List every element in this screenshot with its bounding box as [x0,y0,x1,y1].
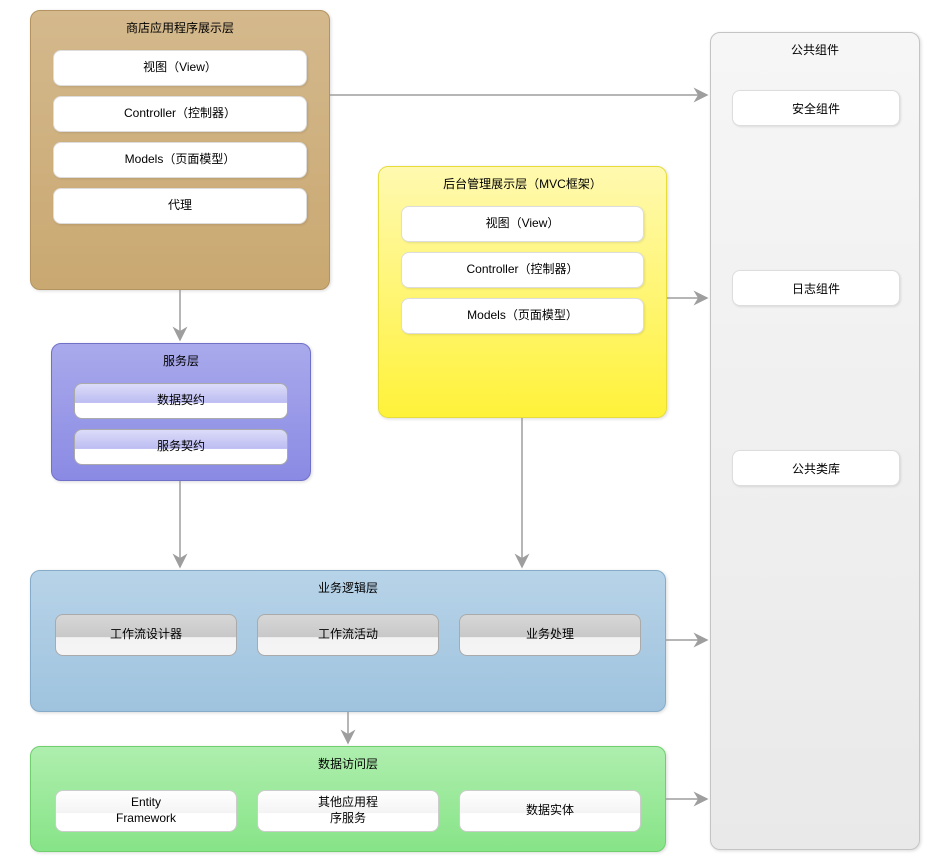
data-access-layer: 数据访问层 EntityFramework 其他应用程序服务数据实体 [30,746,666,852]
chip: Models（页面模型） [401,298,644,334]
layer-title: 公共组件 [711,33,919,66]
chip-list: EntityFramework 其他应用程序服务数据实体 [31,780,665,854]
common-components-layer: 公共组件 [710,32,920,850]
chip: Controller（控制器） [53,96,307,132]
chip: 数据实体 [459,790,641,832]
chip: Models（页面模型） [53,142,307,178]
chip-list: 视图（View） Controller（控制器） Models（页面模型） 代理 [31,44,329,238]
common-library-chip: 公共类库 [732,450,900,486]
chip: Controller（控制器） [401,252,644,288]
service-layer: 服务层 数据契约服务契约 [51,343,311,481]
log-component-chip: 日志组件 [732,270,900,306]
chip: 工作流活动 [257,614,439,656]
chip: 其他应用程序服务 [257,790,439,832]
layer-title: 服务层 [52,344,310,377]
chip-list: 视图（View） Controller（控制器） Models（页面模型） [379,200,666,348]
business-logic-layer: 业务逻辑层 工作流设计器工作流活动业务处理 [30,570,666,712]
store-presentation-layer: 商店应用程序展示层 视图（View） Controller（控制器） Models（… [30,10,330,290]
layer-title: 商店应用程序展示层 [31,11,329,44]
chip: EntityFramework [55,790,237,832]
chip: 服务契约 [74,429,288,465]
chip: 视图（View） [53,50,307,86]
chip-list: 工作流设计器工作流活动业务处理 [31,604,665,678]
chip: 代理 [53,188,307,224]
layer-title: 数据访问层 [31,747,665,780]
chip: 视图（View） [401,206,644,242]
security-component-chip: 安全组件 [732,90,900,126]
chip-list: 数据契约服务契约 [52,377,310,479]
chip: 业务处理 [459,614,641,656]
layer-title: 后台管理展示层（MVC框架） [379,167,666,200]
chip: 工作流设计器 [55,614,237,656]
chip: 数据契约 [74,383,288,419]
layer-title: 业务逻辑层 [31,571,665,604]
admin-presentation-layer: 后台管理展示层（MVC框架） 视图（View） Controller（控制器） Mo… [378,166,667,418]
